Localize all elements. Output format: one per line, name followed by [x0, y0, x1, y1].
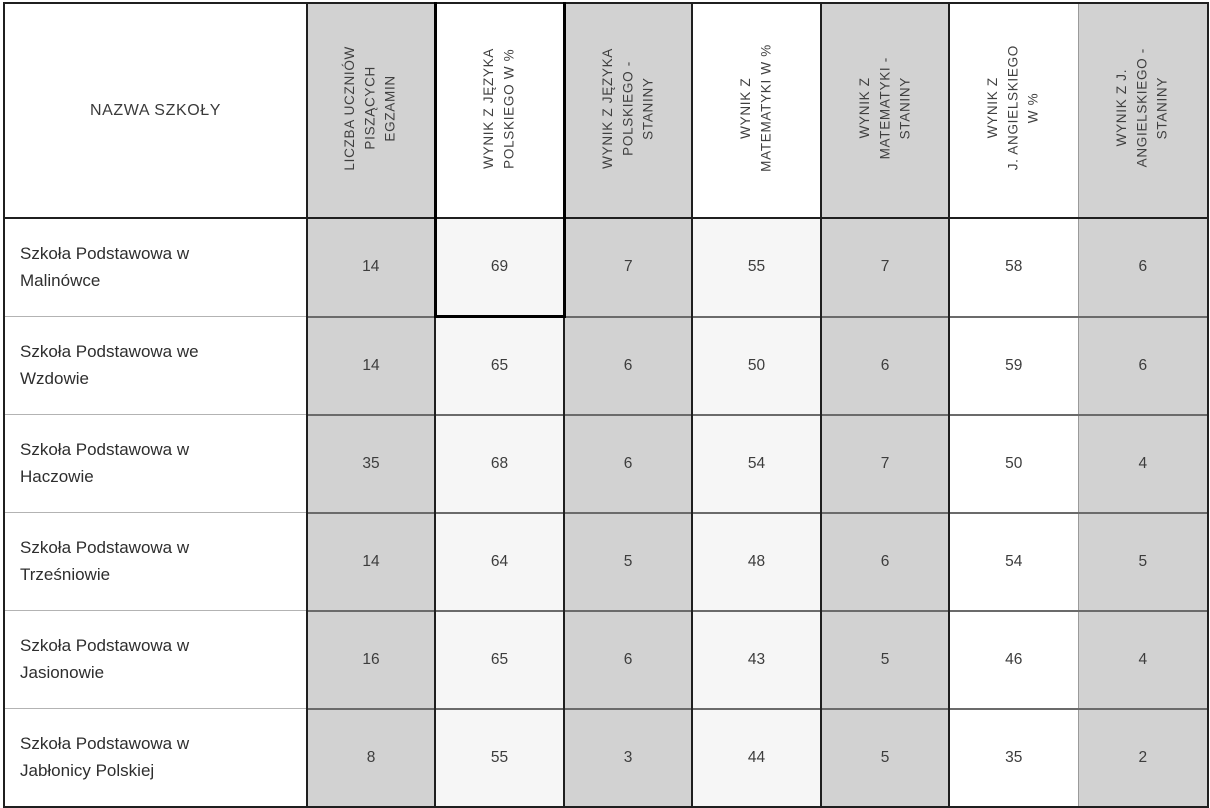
column-header-label: NAZWA SZKOŁY [89, 101, 222, 119]
value-cell: 50 [948, 413, 1079, 513]
value-cell: 6 [563, 609, 693, 709]
column-header-label: WYNIK Z J. ANGIELSKIEGO - STANINY [1114, 48, 1170, 168]
value-cell: 6 [563, 315, 693, 415]
value-cell: 6 [1077, 315, 1209, 415]
value-cell: 65 [434, 315, 565, 415]
value-cell: 8 [306, 707, 436, 807]
school-name-cell: Szkoła Podstawowa w Jabłonicy Polskiej [3, 708, 308, 807]
column-header-label: WYNIK Z J. ANGIELSKIEGO W % [985, 45, 1041, 171]
column-header-label: WYNIK Z MATEMATYKI - STANINY [856, 56, 913, 160]
value-cell: 6 [563, 413, 693, 513]
value-cell: 14 [306, 511, 436, 611]
column-header-jezyk-polski-procent: WYNIK Z JĘZYKA POLSKIEGO W % [433, 2, 566, 219]
value-cell: 6 [1077, 217, 1209, 317]
table-row: Szkoła Podstawowa w Malinówce 14 69 7 55… [3, 217, 1209, 318]
value-cell: 2 [1077, 707, 1209, 807]
column-header-angielski-procent: WYNIK Z J. ANGIELSKIEGO W % [948, 2, 1079, 219]
value-cell: 16 [306, 609, 436, 709]
value-cell: 68 [434, 413, 565, 513]
column-header-jezyk-polski-staniny: WYNIK Z JĘZYKA POLSKIEGO - STANINY [563, 2, 693, 219]
column-header-angielski-staniny: WYNIK Z J. ANGIELSKIEGO - STANINY [1077, 2, 1209, 219]
table-row: Szkoła Podstawowa w Jasionowie 16 65 6 4… [3, 609, 1209, 709]
school-name-cell: Szkoła Podstawowa w Trześniowie [3, 512, 308, 611]
value-cell: 5 [563, 511, 693, 611]
column-header-liczba-uczniow: LICZBA UCZNIÓW PISZĄCYCH EGZAMIN [306, 2, 436, 219]
value-cell: 4 [1077, 609, 1209, 709]
value-cell: 58 [948, 217, 1079, 317]
value-cell: 54 [691, 413, 822, 513]
value-cell: 64 [434, 511, 565, 611]
school-name-cell: Szkoła Podstawowa w Haczowie [3, 414, 308, 513]
school-name-cell: Szkoła Podstawowa we Wzdowie [3, 316, 308, 415]
value-cell: 6 [820, 315, 950, 415]
column-header-label: WYNIK Z MATEMATYKI W % [738, 44, 774, 172]
value-cell: 48 [691, 511, 822, 611]
value-cell: 14 [306, 315, 436, 415]
value-cell: 50 [691, 315, 822, 415]
table-row: Szkoła Podstawowa w Haczowie 35 68 6 54 … [3, 413, 1209, 513]
column-header-label: WYNIK Z JĘZYKA POLSKIEGO - STANINY [599, 47, 656, 169]
value-cell: 5 [820, 609, 950, 709]
column-header-matematyka-procent: WYNIK Z MATEMATYKI W % [691, 2, 822, 219]
column-header-nazwa-szkoly: NAZWA SZKOŁY [3, 2, 308, 219]
school-name-cell: Szkoła Podstawowa w Malinówce [3, 217, 308, 317]
value-cell: 5 [1077, 511, 1209, 611]
column-header-label: WYNIK Z JĘZYKA POLSKIEGO W % [481, 47, 517, 169]
value-cell: 54 [948, 511, 1079, 611]
value-cell: 35 [306, 413, 436, 513]
header-row: NAZWA SZKOŁY LICZBA UCZNIÓW PISZĄCYCH EG… [3, 2, 1209, 219]
table-row: Szkoła Podstawowa w Trześniowie 14 64 5 … [3, 511, 1209, 611]
school-name-cell: Szkoła Podstawowa w Jasionowie [3, 610, 308, 709]
value-cell: 4 [1077, 413, 1209, 513]
table-row: Szkoła Podstawowa w Jabłonicy Polskiej 8… [3, 707, 1209, 807]
value-cell: 43 [691, 609, 822, 709]
value-cell: 14 [306, 217, 436, 317]
value-cell: 6 [820, 511, 950, 611]
value-cell: 7 [563, 217, 693, 317]
table-row: Szkoła Podstawowa we Wzdowie 14 65 6 50 … [3, 315, 1209, 415]
value-cell: 65 [434, 609, 565, 709]
value-cell: 55 [691, 217, 822, 317]
value-cell: 46 [948, 609, 1079, 709]
value-cell: 55 [434, 707, 565, 807]
value-cell: 44 [691, 707, 822, 807]
column-header-matematyka-staniny: WYNIK Z MATEMATYKI - STANINY [820, 2, 950, 219]
value-cell: 59 [948, 315, 1079, 415]
value-cell: 35 [948, 707, 1079, 807]
value-cell: 69 [433, 217, 566, 318]
value-cell: 7 [820, 413, 950, 513]
value-cell: 3 [563, 707, 693, 807]
value-cell: 7 [820, 217, 950, 317]
value-cell: 5 [820, 707, 950, 807]
school-exam-results-table: NAZWA SZKOŁY LICZBA UCZNIÓW PISZĄCYCH EG… [3, 2, 1209, 808]
column-header-label: LICZBA UCZNIÓW PISZĄCYCH EGZAMIN [342, 45, 398, 171]
